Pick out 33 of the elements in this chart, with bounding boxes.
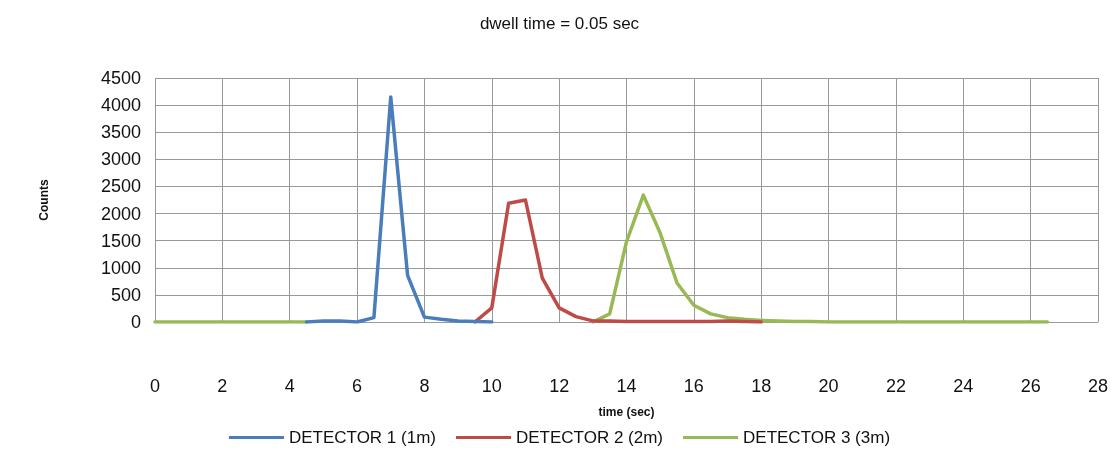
y-tick-label: 3000 <box>100 149 141 170</box>
x-tick-label: 20 <box>818 376 839 396</box>
x-tick-label: 28 <box>1087 376 1109 396</box>
line-series <box>473 198 763 324</box>
chart-title: dwell time = 0.05 sec <box>479 14 640 33</box>
y-tick-label: 500 <box>110 284 141 305</box>
x-tick-label: 8 <box>419 376 430 396</box>
legend-label: DETECTOR 2 (2m) <box>515 428 664 447</box>
x-tick-label: 0 <box>149 376 161 396</box>
x-tick-label: 10 <box>481 376 502 396</box>
x-tick-label: 2 <box>217 376 228 396</box>
y-tick-label: 2500 <box>100 176 141 197</box>
y-tick-label: 2000 <box>100 203 141 224</box>
x-tick-label: 4 <box>284 376 295 396</box>
x-tick-label: 12 <box>549 376 570 396</box>
x-tick-label: 14 <box>616 376 637 396</box>
x-tick-label: 22 <box>885 376 906 396</box>
y-tick-label: 1500 <box>100 230 141 251</box>
x-tick-label: 24 <box>953 376 974 396</box>
x-tick-label: 26 <box>1020 376 1041 396</box>
x-tick-label: 18 <box>751 376 772 396</box>
legend-label: DETECTOR 1 (1m) <box>288 428 436 447</box>
y-tick-label: 4000 <box>100 95 141 116</box>
x-axis-title: time (sec) <box>598 405 655 419</box>
x-tick-label: 16 <box>683 376 704 396</box>
y-tick-label: 3500 <box>100 122 141 143</box>
y-tick-label: 1000 <box>100 257 141 278</box>
line-series <box>304 95 494 324</box>
y-axis-title: Counts <box>37 179 51 221</box>
x-tick-label: 6 <box>352 376 363 396</box>
y-tick-label: 4500 <box>100 68 141 88</box>
y-tick-label: 0 <box>130 312 141 332</box>
legend-label: DETECTOR 3 (3m) <box>743 428 891 447</box>
